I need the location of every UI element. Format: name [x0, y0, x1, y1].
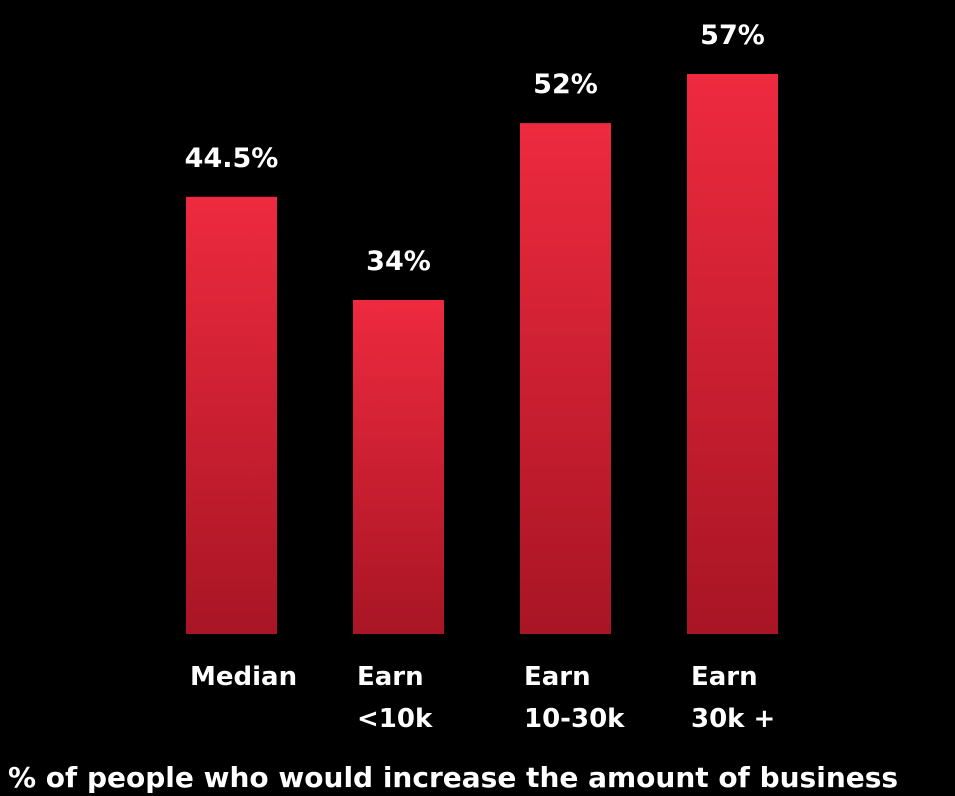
- bar-2: [520, 123, 611, 635]
- category-label-3-line-0: Earn: [691, 662, 758, 692]
- bars-group: [186, 74, 778, 635]
- category-labels-group: Median Earn <10k Earn 10-30k Earn 30k +: [190, 662, 775, 734]
- category-label-0: Median: [190, 662, 297, 692]
- bar-0: [186, 196, 277, 635]
- category-label-1-line-0: Earn: [357, 662, 424, 692]
- bar-1: [353, 299, 444, 634]
- value-label-0: 44.5%: [185, 143, 279, 174]
- value-label-1: 34%: [366, 246, 431, 277]
- category-label-1-line-1: <10k: [357, 704, 433, 734]
- category-label-3-line-1: 30k +: [691, 704, 775, 734]
- category-label-2-line-1: 10-30k: [524, 704, 625, 734]
- category-label-2-line-0: Earn: [524, 662, 591, 692]
- chart-title: % of people who would increase the amoun…: [8, 761, 898, 794]
- value-label-3: 57%: [700, 20, 765, 51]
- bar-3: [687, 74, 778, 634]
- value-labels-group: 44.5% 34% 52% 57%: [185, 20, 765, 277]
- value-label-2: 52%: [533, 69, 598, 100]
